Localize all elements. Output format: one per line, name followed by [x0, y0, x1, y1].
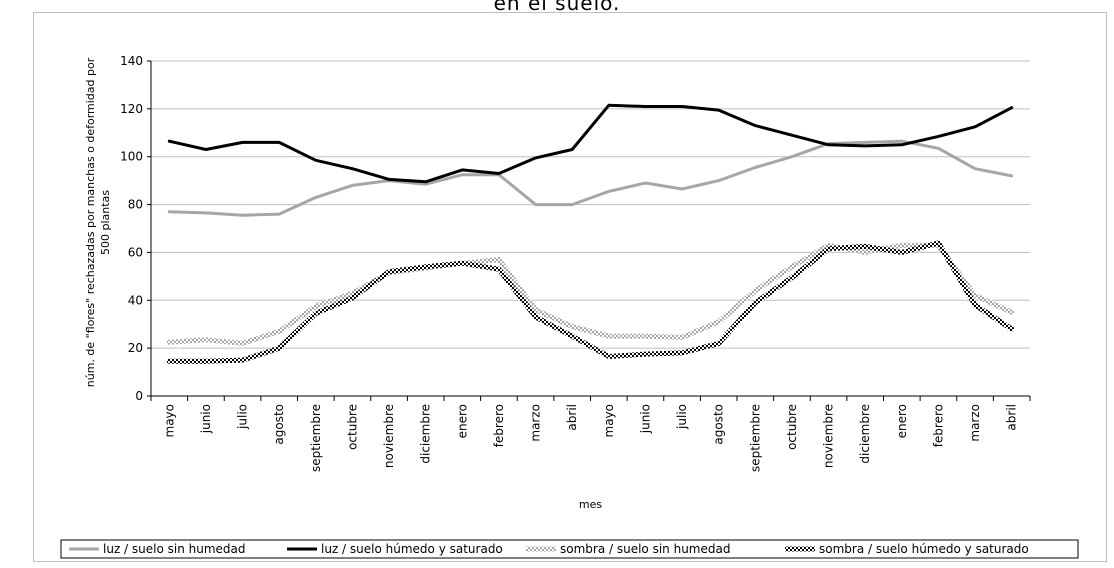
x-tick-label: mayo: [162, 404, 176, 438]
x-tick-label: agosto: [712, 404, 726, 445]
y-tick-label: 60: [128, 245, 143, 259]
x-axis-label: mes: [579, 498, 602, 511]
y-axis-label-line-1: núm. de "flores" rechazadas por manchas …: [84, 57, 97, 387]
x-tick-label: diciembre: [858, 404, 872, 464]
series-line-3: [166, 242, 1015, 346]
x-tick-label: octubre: [345, 404, 359, 450]
x-tick-label: junio: [199, 404, 213, 434]
y-tick-label: 120: [120, 102, 143, 116]
legend-label: sombra / suelo sin humedad: [560, 542, 730, 556]
x-tick-label: diciembre: [419, 404, 433, 464]
x-tick-label: abril: [1005, 404, 1019, 431]
x-tick-label: octubre: [785, 404, 799, 450]
x-tick-label: enero: [895, 404, 909, 438]
legend: luz / suelo sin humedad luz / suelo húmed…: [60, 539, 1079, 559]
y-tick-label: 140: [120, 54, 143, 68]
x-tick-label: septiembre: [309, 404, 323, 472]
x-tick-label: mayo: [602, 404, 616, 438]
y-tick-label: 80: [128, 198, 143, 212]
legend-box: [60, 539, 1079, 559]
x-tick-label: marzo: [529, 404, 543, 442]
x-tick-label: febrero: [492, 404, 506, 447]
legend-label: luz / suelo sin humedad: [103, 542, 246, 556]
x-tick-label: febrero: [931, 404, 945, 447]
chart-frame: 0 20 40 60 80 100 120 140 mayo junio julio agosto se…: [33, 12, 1107, 562]
line-chart: 0 20 40 60 80 100 120 140 mayo junio julio agosto se…: [60, 54, 1079, 559]
gridlines: [151, 60, 1030, 349]
x-tick-label: marzo: [968, 404, 982, 442]
y-tick-label: 20: [128, 341, 143, 355]
axis-labels: núm. de "flores" rechazadas por manchas …: [84, 57, 602, 511]
legend-label: luz / suelo húmedo y saturado: [321, 542, 503, 556]
series-line-4: [166, 240, 1015, 364]
x-tick-label: julio: [675, 404, 689, 430]
x-tick-label: julio: [236, 404, 250, 430]
x-tick-label: noviembre: [382, 404, 396, 468]
axes: 0 20 40 60 80 100 120 140 mayo junio julio agosto se…: [120, 54, 1031, 472]
x-tick-label: enero: [455, 404, 469, 438]
x-tick-label: noviembre: [822, 404, 836, 468]
y-tick-label: 0: [135, 389, 143, 403]
y-axis-label-line-2: 500 plantas: [99, 190, 112, 255]
legend-label: sombra / suelo húmedo y saturado: [819, 542, 1029, 556]
series-line-2: [167, 103, 1014, 184]
x-tick-label: septiembre: [748, 404, 762, 472]
x-tick-label: junio: [638, 404, 652, 434]
y-tick-label: 40: [128, 293, 143, 307]
page-title: en el suelo.: [493, 0, 621, 15]
series-line-1: [167, 139, 1014, 217]
y-tick-label: 100: [120, 150, 143, 164]
x-tick-label: abril: [565, 404, 579, 431]
x-tick-label: agosto: [272, 404, 286, 445]
series-lines: [166, 103, 1015, 364]
